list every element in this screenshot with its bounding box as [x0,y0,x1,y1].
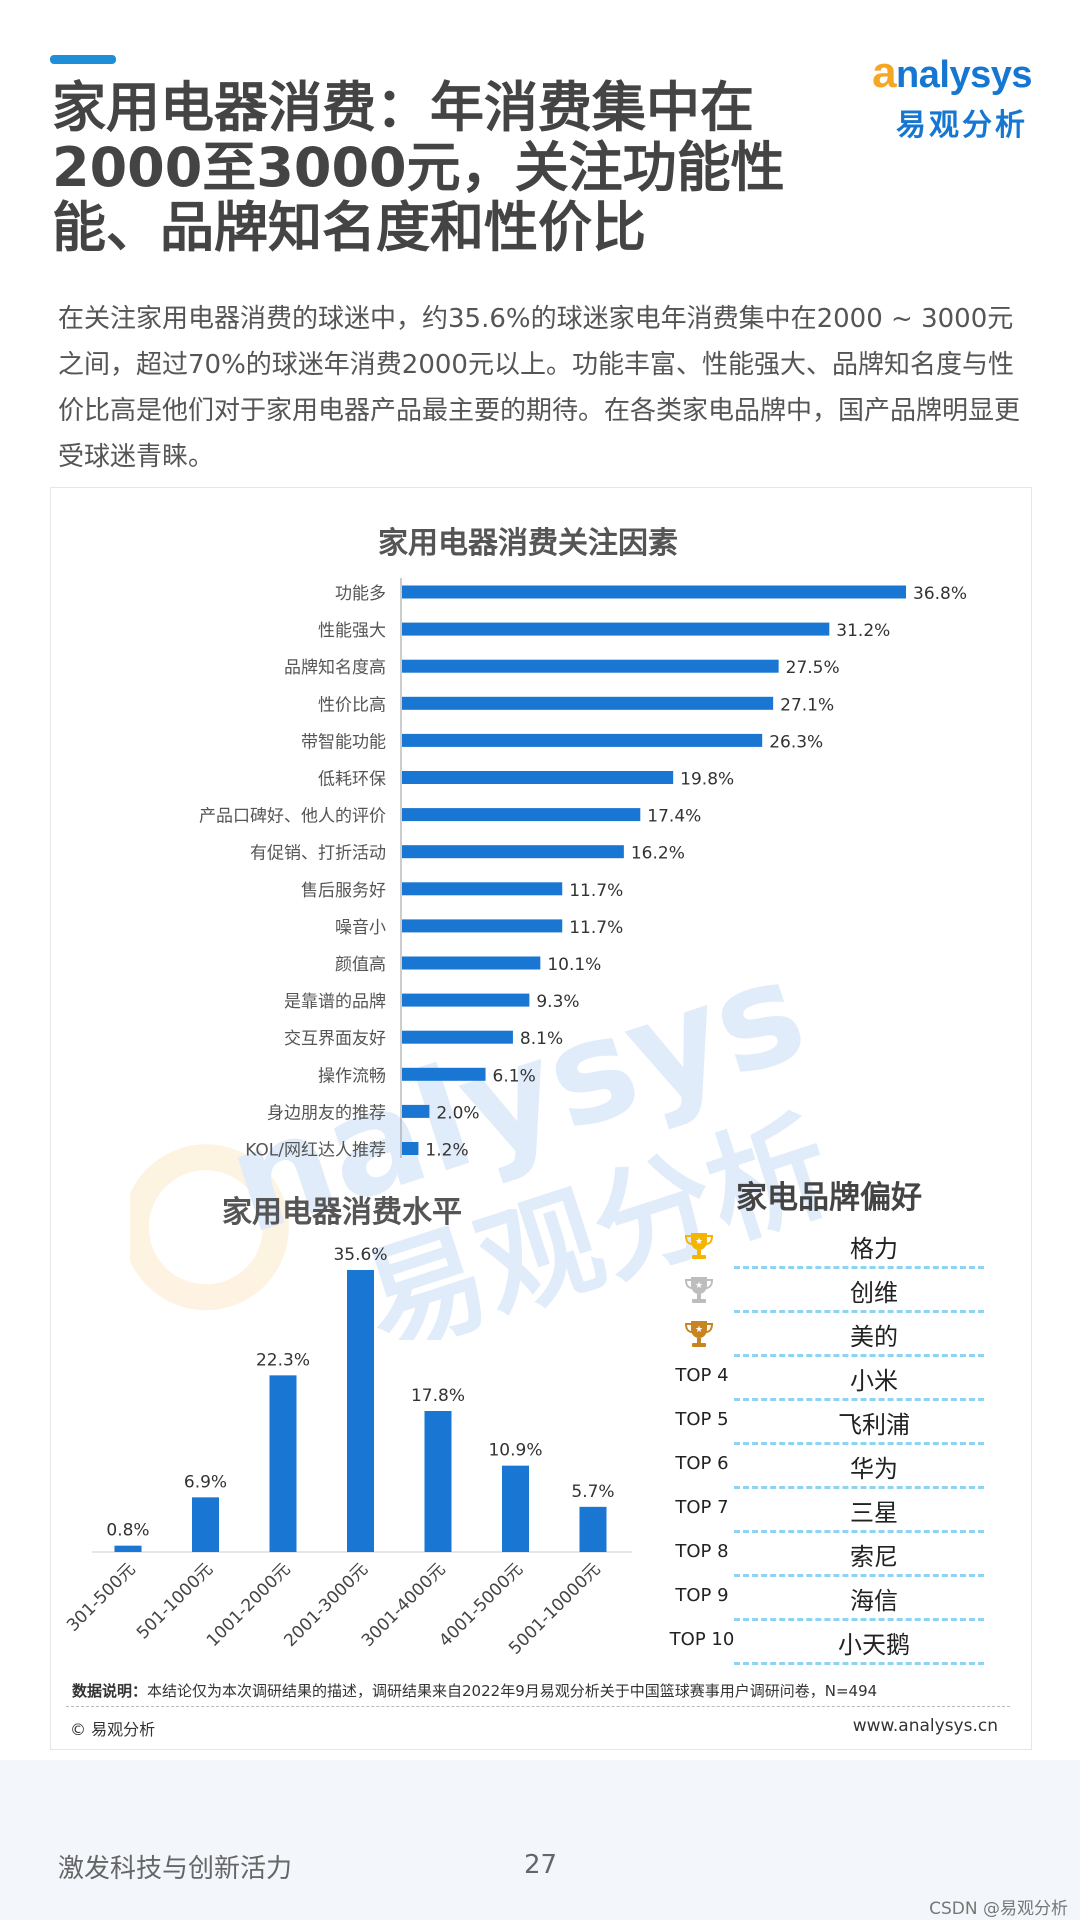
brand-divider [734,1354,984,1357]
brand-row: ★ 格力 [660,1225,990,1269]
copyright: © 易观分析 [70,1720,156,1739]
brand-rank: TOP 8 [675,1541,729,1562]
factor-chart-title: 家用电器消费关注因素 [378,526,678,561]
brand-name: 飞利浦 [838,1411,910,1439]
footer-slogan: 激发科技与创新活力 [58,1854,293,1884]
brand-row: TOP 6 华为 [660,1445,990,1489]
page-title: 家用电器消费：年消费集中在2000至3000元，关注功能性能、品牌知名度和性价比 [52,76,785,259]
brand-preference-title: 家电品牌偏好 [736,1180,922,1216]
brand-row: TOP 4 小米 [660,1357,990,1401]
svg-text:★: ★ [695,1237,703,1247]
brand-rank: TOP 7 [675,1497,729,1518]
brand-row: TOP 5 飞利浦 [660,1401,990,1445]
logo-wordmark: analysys [872,48,1032,97]
brand-divider [734,1530,984,1533]
footer-band [0,1760,1080,1920]
brand-name: 格力 [850,1235,898,1263]
logo-cn: 易观分析 [896,108,1028,143]
brand-divider [734,1618,984,1621]
brand-rank: TOP 6 [675,1453,729,1474]
brand-divider [734,1310,984,1313]
silver-trophy-icon: ★ [684,1277,714,1303]
brand-row: ★ 美的 [660,1313,990,1357]
analysys-logo: analysys 易观分析 [832,48,1032,143]
svg-text:★: ★ [695,1281,703,1291]
bronze-trophy-icon: ★ [684,1321,714,1347]
page-description: 在关注家用电器消费的球迷中，约35.6%的球迷家电年消费集中在2000 ~ 30… [58,304,1021,472]
brand-name: 美的 [850,1323,898,1351]
brand-name: 华为 [850,1455,898,1483]
brand-rank: TOP 5 [675,1409,729,1430]
brand-divider [734,1574,984,1577]
brand-rank: TOP 4 [675,1365,729,1386]
brand-name: 小米 [850,1367,898,1395]
brand-rank: TOP 9 [675,1585,729,1606]
svg-text:★: ★ [695,1325,703,1335]
brand-divider [734,1662,984,1665]
brand-name: 小天鹅 [838,1631,910,1659]
chart-panel [50,487,1032,1750]
brand-row: TOP 7 三星 [660,1489,990,1533]
brand-name: 创维 [850,1279,898,1307]
brand-name: 三星 [850,1499,898,1527]
brand-row: TOP 10 小天鹅 [660,1621,990,1665]
brand-divider [734,1442,984,1445]
brand-row: TOP 8 索尼 [660,1533,990,1577]
note-separator [66,1706,1010,1707]
level-chart-title: 家用电器消费水平 [222,1195,462,1230]
data-note: 数据说明：本结论仅为本次调研结果的描述，调研结果来自2022年9月易观分析关于中… [72,1682,878,1700]
brand-divider [734,1486,984,1489]
brand-row: ★ 创维 [660,1269,990,1313]
brand-divider [734,1266,984,1269]
brand-row: TOP 9 海信 [660,1577,990,1621]
brand-rank: TOP 10 [669,1629,735,1650]
gold-trophy-icon: ★ [684,1233,714,1259]
site-url: www.analysys.cn [852,1716,998,1736]
source-tag: CSDN @易观分析 [929,1899,1068,1919]
brand-name: 索尼 [850,1543,898,1571]
brand-divider [734,1398,984,1401]
brand-ranking-list: ★ 格力 ★ 创维 ★ 美的 TOP 4 小米 TOP 5 飞利浦 TOP 6 华为 TOP 7 三星 TO… [660,1225,990,1665]
accent-bar [50,55,116,64]
page-number: 27 [524,1850,558,1880]
brand-name: 海信 [850,1587,898,1615]
